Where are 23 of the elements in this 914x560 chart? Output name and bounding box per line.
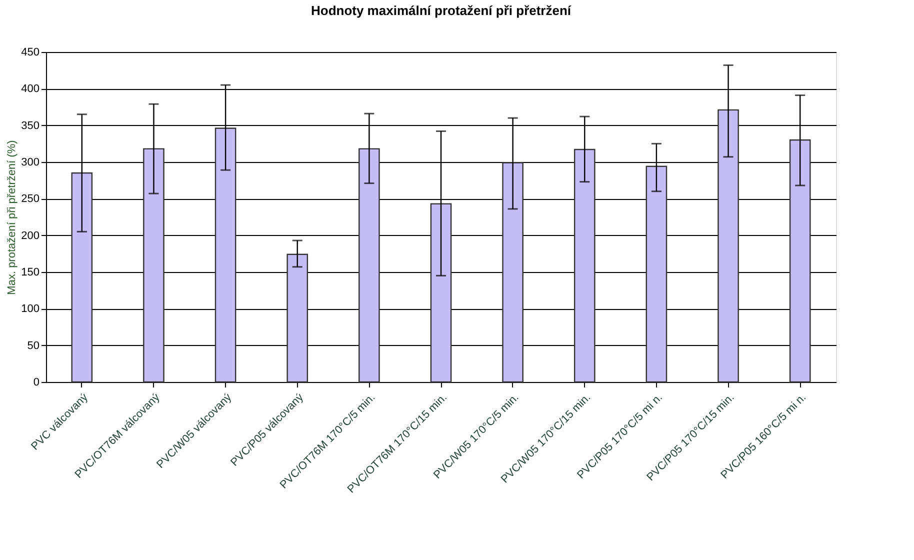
bar [71, 172, 93, 383]
bar [574, 148, 596, 383]
bar [430, 203, 452, 383]
y-tick-label: 250 [21, 193, 40, 206]
bar [502, 162, 524, 383]
bar [286, 254, 308, 383]
y-tick-label: 150 [21, 266, 40, 278]
chart-title: Hodnoty maximální protažení při přetržení [310, 3, 572, 18]
y-tick-label: 300 [21, 156, 40, 168]
bar [646, 166, 668, 383]
bar [718, 109, 739, 383]
y-tick-label: 350 [21, 120, 40, 132]
y-tick-label: 50 [27, 340, 40, 352]
bar [143, 148, 164, 383]
y-tick-label: 400 [21, 83, 40, 96]
bar [789, 139, 811, 383]
y-tick-label: 100 [21, 303, 40, 316]
y-axis-title: Max. protažení při přetržení (%) [6, 140, 18, 295]
bar [358, 148, 380, 383]
y-tick-label: 200 [21, 230, 40, 242]
y-tick-label: 0 [33, 376, 40, 388]
y-tick-label: 450 [21, 46, 40, 58]
bar [214, 128, 236, 383]
